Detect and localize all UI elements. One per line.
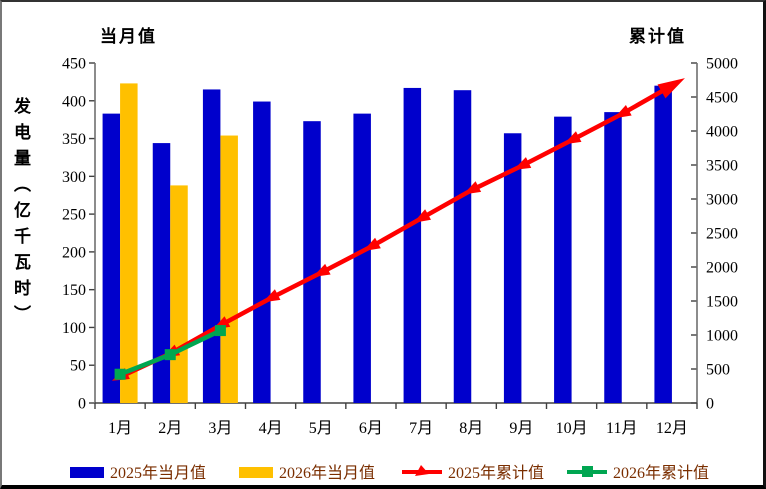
- marker-arrow-2025年累计值: [312, 263, 331, 277]
- marker-arrow-2025年累计值: [613, 104, 632, 119]
- x-axis-label: 8月: [459, 420, 483, 437]
- left-axis-tick-label: 350: [62, 131, 86, 148]
- marker-arrow-2025年累计值: [363, 237, 381, 252]
- legend-swatch-line-2026-icon: [567, 466, 607, 477]
- marker-square-2026年累计值: [114, 368, 126, 380]
- right-axis-tick-label: 5000: [706, 56, 738, 73]
- legend: 2025年当月值 2026年当月值 2025年累计值 2026年累计值: [2, 460, 763, 484]
- legend-label-2026-monthly: 2026年当月值: [279, 465, 376, 482]
- marker-arrow-2025年累计值: [563, 131, 582, 145]
- legend-item-2026-monthly: 2026年当月值: [239, 460, 375, 482]
- bar-2025年当月值-5月: [303, 121, 321, 403]
- left-axis-tick-label: 150: [62, 282, 86, 299]
- right-axis-tick-label: 2000: [706, 260, 738, 277]
- left-axis-tick-label: 300: [62, 169, 86, 186]
- right-axis-tick-label: 3000: [706, 192, 738, 209]
- right-axis-tick-label: 500: [706, 362, 730, 379]
- left-axis-tick-label: 200: [62, 244, 86, 261]
- bar-2025年当月值-11月: [604, 112, 622, 403]
- marker-arrow-2025年累计值: [262, 289, 281, 303]
- marker-arrow-2025年累计值: [513, 157, 532, 171]
- bar-2026年当月值-1月: [120, 83, 138, 404]
- right-axis-tick-label: 1500: [706, 294, 738, 311]
- legend-item-2025-monthly: 2025年当月值: [70, 460, 206, 482]
- marker-square-2026年累计值: [214, 325, 226, 337]
- marker-arrow-2025年累计值: [413, 209, 431, 223]
- right-axis-tick-label: 3500: [706, 158, 738, 175]
- right-axis-tick-label: 0: [706, 396, 714, 413]
- legend-item-2026-cumulative: 2026年累计值: [567, 460, 709, 482]
- bar-2026年当月值-3月: [220, 135, 238, 404]
- legend-swatch-bar-2026-icon: [239, 466, 273, 478]
- bar-2025年当月值-3月: [202, 89, 221, 403]
- left-axis-tick-label: 400: [62, 93, 86, 110]
- marker-arrow-2025年累计值: [657, 78, 685, 99]
- left-axis-title: 当月值: [100, 27, 157, 46]
- bar-2025年当月值-9月: [503, 133, 522, 403]
- left-axis-tick-label: 100: [62, 320, 86, 337]
- bar-2026年当月值-2月: [170, 185, 188, 403]
- left-axis-tick-label: 450: [62, 56, 86, 73]
- line-2025年累计值: [119, 83, 674, 379]
- x-axis-label: 6月: [359, 420, 383, 437]
- y-axis-label: 发电量（亿千瓦时）: [11, 97, 30, 331]
- right-axis-title: 累计值: [629, 27, 686, 46]
- x-axis-label: 2月: [158, 420, 182, 437]
- x-axis-label: 3月: [208, 420, 232, 437]
- x-axis-label: 12月: [656, 420, 688, 437]
- left-axis-tick-label: 0: [78, 396, 86, 413]
- right-axis-tick-label: 1000: [706, 328, 738, 345]
- right-axis-tick-label: 2500: [706, 226, 738, 243]
- x-axis-label: 7月: [409, 420, 433, 437]
- chart-plot-area: 0501001502002503003504004500500100015002…: [62, 56, 738, 438]
- marker-arrow-2025年累计值: [463, 181, 482, 195]
- legend-swatch-line-2025-icon: [402, 465, 442, 476]
- bar-2025年当月值-7月: [403, 87, 422, 403]
- left-axis-tick-label: 250: [62, 207, 86, 224]
- marker-square-2026年累计值: [164, 349, 176, 361]
- x-axis-label: 1月: [108, 420, 132, 437]
- right-axis-tick-label: 4500: [706, 90, 738, 107]
- legend-label-2025-cumulative: 2025年累计值: [448, 465, 545, 482]
- legend-label-2026-cumulative: 2026年累计值: [613, 465, 710, 482]
- bar-2025年当月值-4月: [253, 101, 271, 404]
- left-axis-tick-label: 50: [70, 358, 86, 375]
- x-axis-label: 11月: [606, 420, 637, 437]
- x-axis-label: 4月: [259, 420, 283, 437]
- bar-2025年当月值-6月: [353, 113, 371, 403]
- legend-label-2025-monthly: 2025年当月值: [110, 465, 207, 482]
- x-axis-label: 5月: [309, 420, 333, 437]
- bar-2025年当月值-2月: [152, 143, 171, 404]
- bar-2025年当月值-12月: [654, 85, 672, 404]
- legend-swatch-bar-2025-icon: [70, 466, 104, 478]
- x-axis-label: 10月: [556, 420, 588, 437]
- legend-item-2025-cumulative: 2025年累计值: [402, 460, 544, 482]
- bar-2025年当月值-8月: [453, 90, 472, 403]
- bar-2025年当月值-1月: [102, 113, 121, 403]
- bar-2025年当月值-10月: [554, 116, 572, 404]
- right-axis-tick-label: 4000: [706, 124, 738, 141]
- x-axis-label: 9月: [509, 420, 533, 437]
